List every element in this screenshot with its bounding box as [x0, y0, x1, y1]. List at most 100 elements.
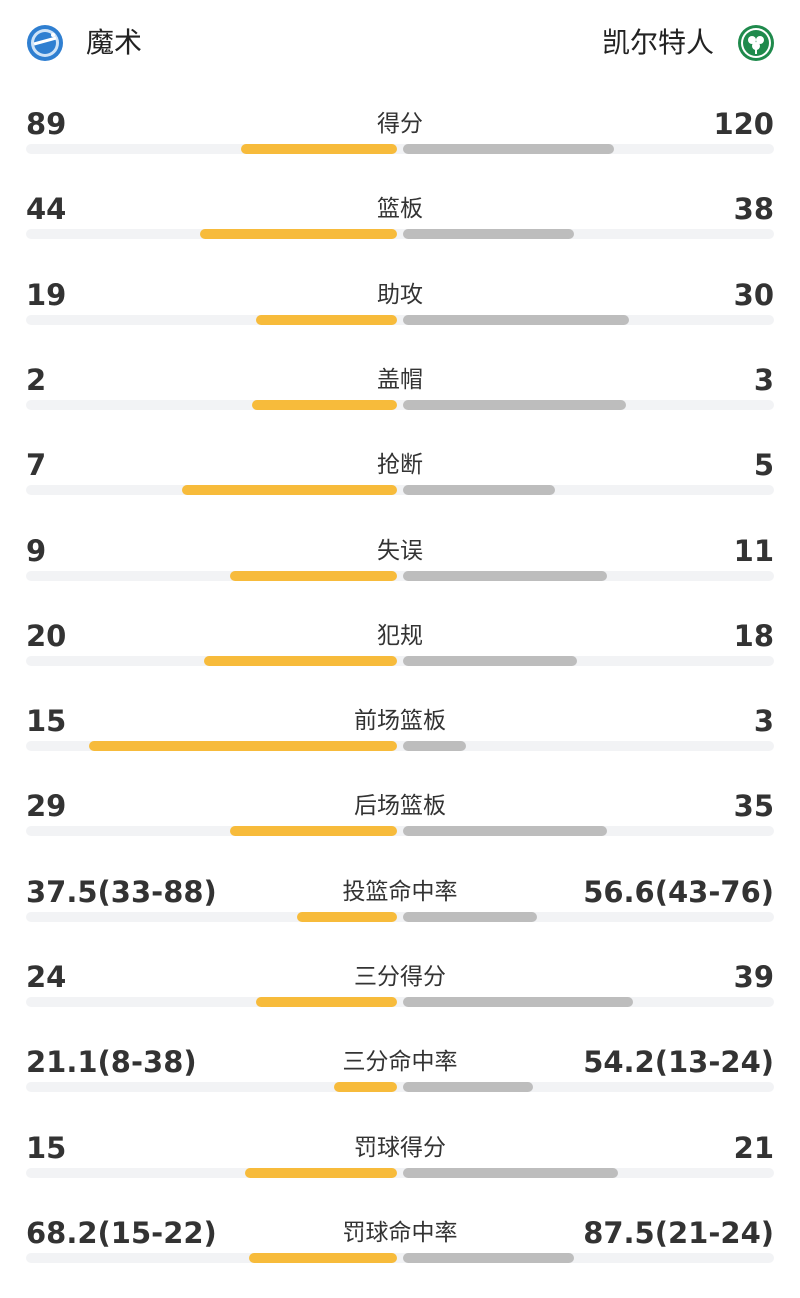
- stat-row: 24 三分得分 39: [0, 957, 800, 1042]
- stat-bar-track: [26, 997, 774, 1007]
- away-stat-bar: [403, 314, 629, 325]
- away-stat-bar: [403, 655, 577, 666]
- home-stat-value: 19: [26, 277, 67, 312]
- away-stat-value: 39: [733, 960, 774, 994]
- away-stat-bar: [403, 144, 614, 154]
- stat-row: 15 罚球得分 21: [0, 1128, 800, 1213]
- home-stat-bar: [256, 997, 397, 1007]
- stat-bar-track: [26, 229, 774, 240]
- stat-label: 后场篮板: [354, 793, 446, 820]
- home-stat-bar: [249, 1252, 397, 1263]
- stat-bar-track: [26, 1252, 774, 1263]
- away-stat-value: 5: [753, 448, 774, 483]
- home-stat-value: 89: [26, 107, 67, 141]
- home-stat-value: 9: [26, 533, 47, 568]
- stat-label: 助攻: [377, 281, 423, 308]
- stat-bar-track: [26, 655, 774, 666]
- away-stat-value: 35: [733, 789, 774, 824]
- away-stat-bar: [403, 826, 607, 837]
- home-stat-bar: [182, 485, 397, 496]
- stat-label: 前场篮板: [354, 708, 446, 735]
- stat-bar-track: [26, 826, 774, 837]
- celtics-logo-icon: [737, 24, 775, 62]
- home-stat-value: 29: [26, 789, 67, 824]
- stat-label: 失误: [377, 537, 423, 564]
- stat-bar-track: [26, 741, 774, 752]
- away-stat-value: 3: [753, 362, 774, 397]
- stat-row: 2 盖帽 3: [0, 360, 800, 445]
- stat-row: 89 得分 120: [0, 104, 800, 189]
- away-stat-value: 56.6(43-76): [583, 874, 774, 909]
- away-stat-bar: [403, 911, 537, 922]
- home-stat-value: 44: [26, 192, 67, 227]
- stat-label: 三分得分: [354, 964, 446, 990]
- stat-label: 盖帽: [377, 366, 423, 393]
- away-stat-bar: [403, 1252, 574, 1263]
- away-stat-value: 21: [733, 1130, 774, 1165]
- stat-label: 三分命中率: [342, 1049, 458, 1076]
- stat-row: 9 失误 11: [0, 531, 800, 616]
- home-stat-value: 37.5(33-88): [26, 874, 217, 909]
- home-stat-bar: [241, 144, 397, 154]
- away-stat-bar: [403, 399, 626, 410]
- stat-bar-track: [26, 314, 774, 325]
- stat-label: 得分: [377, 111, 423, 137]
- home-stat-value: 2: [26, 362, 47, 397]
- stat-bar-track: [26, 1167, 774, 1178]
- away-stat-bar: [403, 229, 574, 240]
- stat-row: 21.1(8-38) 三分命中率 54.2(13-24): [0, 1042, 800, 1127]
- home-stat-value: 24: [26, 960, 67, 994]
- stat-label: 投篮命中率: [342, 878, 458, 905]
- stat-row: 20 犯规 18: [0, 616, 800, 701]
- away-stat-bar: [403, 570, 607, 581]
- home-stat-bar: [230, 570, 397, 581]
- stat-bar-track: [26, 1082, 774, 1093]
- away-stat-value: 11: [733, 533, 774, 568]
- away-stat-bar: [403, 1167, 618, 1178]
- home-stat-bar: [334, 1082, 397, 1093]
- team-header: 魔术 凯尔特人: [0, 0, 800, 86]
- stat-row: 68.2(15-22) 罚球命中率 87.5(21-24): [0, 1213, 800, 1298]
- home-stat-value: 7: [26, 448, 47, 483]
- stat-row: 37.5(33-88) 投篮命中率 56.6(43-76): [0, 872, 800, 957]
- away-stat-value: 30: [733, 277, 774, 312]
- home-stat-value: 15: [26, 704, 67, 739]
- home-team-name: 魔术: [86, 26, 143, 59]
- away-stat-value: 38: [733, 192, 774, 227]
- stat-row: 7 抢断 5: [0, 445, 800, 530]
- away-stat-value: 120: [713, 107, 774, 141]
- home-stat-bar: [256, 314, 397, 325]
- magic-logo-icon: [26, 24, 64, 62]
- away-stat-bar: [403, 741, 466, 752]
- home-stat-bar: [245, 1167, 397, 1178]
- stat-label: 篮板: [377, 196, 423, 223]
- stat-row: 15 前场篮板 3: [0, 701, 800, 786]
- home-stat-bar: [204, 655, 397, 666]
- stat-bar-track: [26, 911, 774, 922]
- home-stat-bar: [89, 741, 397, 752]
- home-stat-bar: [200, 229, 397, 240]
- home-stat-value: 15: [26, 1130, 67, 1165]
- stat-row: 19 助攻 30: [0, 275, 800, 360]
- away-stat-bar: [403, 1082, 533, 1093]
- stat-label: 罚球命中率: [342, 1219, 458, 1246]
- stat-label: 抢断: [377, 452, 423, 479]
- away-stat-bar: [403, 997, 633, 1007]
- away-stat-value: 18: [733, 618, 774, 653]
- home-stat-bar: [252, 399, 397, 410]
- stat-bar-track: [26, 399, 774, 410]
- stat-row: 29 后场篮板 35: [0, 786, 800, 871]
- away-stat-value: 87.5(21-24): [583, 1215, 774, 1250]
- stat-bar-track: [26, 570, 774, 581]
- stat-bar-track: [26, 485, 774, 496]
- home-stat-value: 20: [26, 618, 67, 653]
- stat-bar-track: [26, 144, 774, 154]
- home-stat-bar: [230, 826, 397, 837]
- away-stat-bar: [403, 485, 555, 496]
- home-stat-bar: [297, 911, 397, 922]
- away-team-name: 凯尔特人: [601, 26, 714, 59]
- stat-row: 44 篮板 38: [0, 189, 800, 274]
- home-stat-value: 68.2(15-22): [26, 1215, 217, 1250]
- away-stat-value: 3: [753, 704, 774, 739]
- stat-label: 犯规: [377, 622, 423, 649]
